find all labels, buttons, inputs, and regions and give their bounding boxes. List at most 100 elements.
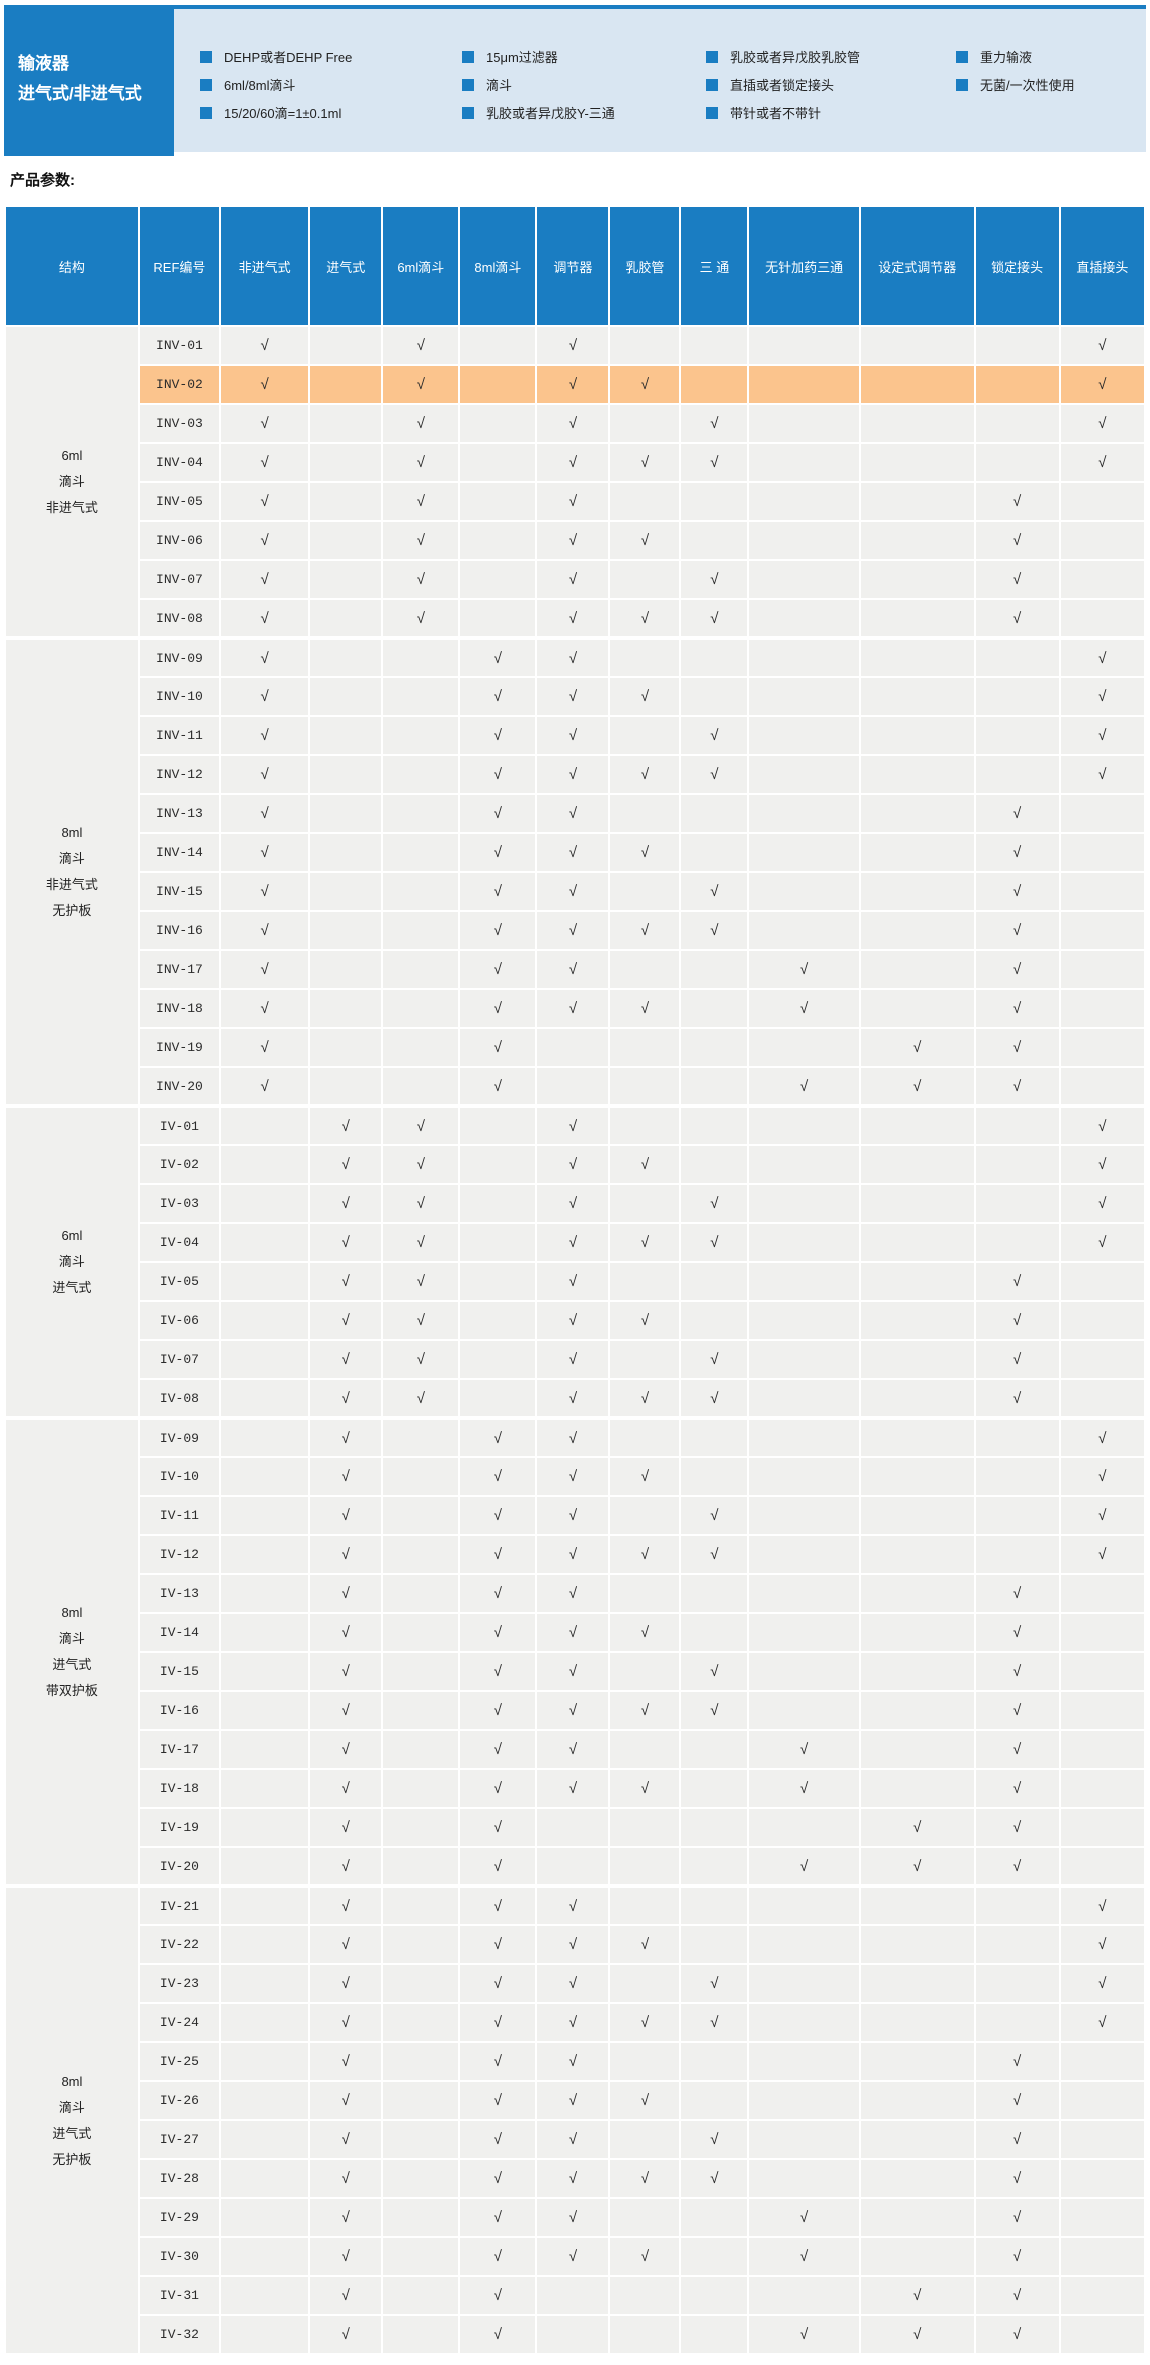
check-mark-cell: √ xyxy=(973,1027,1061,1068)
table-row-inv-15[interactable]: INV-15 √ √ √ √ √ xyxy=(5,871,1147,912)
table-row-inv-19[interactable]: INV-19 √ √ √ √ xyxy=(5,1027,1147,1068)
empty-cell xyxy=(679,2080,750,2121)
table-row-inv-18[interactable]: INV-18 √ √ √ √ √ √ xyxy=(5,988,1147,1029)
check-mark-cell: √ xyxy=(308,1495,384,1536)
structure-line: 无护板 xyxy=(52,2151,92,2167)
table-row-inv-05[interactable]: INV-05 √ √ √ √ xyxy=(5,481,1147,522)
table-row-iv-19[interactable]: IV-19 √ √ √ √ xyxy=(5,1807,1147,1848)
table-row-iv-28[interactable]: IV-28 √ √ √ √ √ √ xyxy=(5,2158,1147,2199)
table-row-iv-20[interactable]: IV-20 √ √ √ √ √ xyxy=(5,1846,1147,1887)
table-row-iv-16[interactable]: IV-16 √ √ √ √ √ √ xyxy=(5,1690,1147,1731)
ref-code-cell: IV-26 xyxy=(137,2080,222,2121)
table-row-iv-27[interactable]: IV-27 √ √ √ √ √ xyxy=(5,2119,1147,2160)
check-mark-cell: √ xyxy=(747,988,861,1029)
table-row-iv-14[interactable]: IV-14 √ √ √ √ √ xyxy=(5,1612,1147,1653)
table-row-inv-20[interactable]: INV-20 √ √ √ √ √ xyxy=(5,1066,1147,1107)
table-row-iv-09[interactable]: 8ml 滴斗 进气式 带双护板 IV-09 √ √ √ √ xyxy=(4,1416,1147,1887)
check-mark-cell: √ xyxy=(973,1846,1061,1887)
table-row-iv-02[interactable]: IV-02 √ √ √ √ √ xyxy=(5,1144,1147,1185)
table-row-iv-25[interactable]: IV-25 √ √ √ √ xyxy=(5,2041,1147,2082)
empty-cell xyxy=(858,754,976,795)
check-mark-cell: √ xyxy=(308,2041,384,2082)
table-row-iv-23[interactable]: IV-23 √ √ √ √ √ xyxy=(5,1963,1147,2004)
table-row-iv-21[interactable]: 8ml 滴斗 进气式 无护板 IV-21 √ √ √ √ xyxy=(4,1884,1147,2355)
check-mark-cell: √ xyxy=(535,2197,611,2238)
bullet-column-4: 重力输液 无菌/一次性使用 xyxy=(956,47,1075,152)
table-row-iv-08[interactable]: IV-08 √ √ √ √ √ √ xyxy=(5,1378,1147,1419)
ref-code-cell: INV-01 xyxy=(137,325,222,366)
column-header: REF编号 xyxy=(137,205,222,327)
table-row-iv-10[interactable]: IV-10 √ √ √ √ √ xyxy=(5,1456,1147,1497)
table-row-iv-01[interactable]: 6ml 滴斗 进气式 IV-01 √ √ √ √ xyxy=(4,1104,1147,1419)
empty-cell xyxy=(747,871,861,912)
table-row-inv-01[interactable]: 6ml 滴斗 非进气式 INV-01 √ √ √ √ xyxy=(4,325,1147,639)
table-row-iv-26[interactable]: IV-26 √ √ √ √ √ xyxy=(5,2080,1147,2121)
table-row-iv-18[interactable]: IV-18 √ √ √ √ √ √ xyxy=(5,1768,1147,1809)
table-row-inv-12[interactable]: INV-12 √ √ √ √ √ √ xyxy=(5,754,1147,795)
table-row-inv-09[interactable]: 8ml 滴斗 非进气式 无护板 INV-09 √ √ √ √ xyxy=(4,636,1147,1107)
empty-cell xyxy=(747,2119,861,2160)
empty-cell xyxy=(381,2275,461,2316)
table-row-iv-11[interactable]: IV-11 √ √ √ √ √ xyxy=(5,1495,1147,1536)
bullet-square-icon xyxy=(956,50,968,63)
table-row-inv-07[interactable]: INV-07 √ √ √ √ √ xyxy=(5,559,1147,600)
check-mark-cell: √ xyxy=(679,2119,750,2160)
check-mark-cell: √ xyxy=(608,1768,682,1809)
empty-cell xyxy=(679,1729,750,1770)
table-row-iv-30[interactable]: IV-30 √ √ √ √ √ √ xyxy=(5,2236,1147,2277)
empty-cell xyxy=(218,1768,311,1809)
table-row-inv-11[interactable]: INV-11 √ √ √ √ √ xyxy=(5,715,1147,756)
check-mark-cell: √ xyxy=(381,1339,461,1380)
empty-cell xyxy=(218,2080,311,2121)
check-mark-cell: √ xyxy=(608,1222,682,1263)
empty-cell xyxy=(747,676,861,717)
table-row-iv-24[interactable]: IV-24 √ √ √ √ √ √ xyxy=(5,2002,1147,2043)
empty-cell xyxy=(608,636,682,678)
table-row-iv-31[interactable]: IV-31 √ √ √ √ xyxy=(5,2275,1147,2316)
empty-cell xyxy=(1058,1612,1147,1653)
table-row-inv-16[interactable]: INV-16 √ √ √ √ √ √ xyxy=(5,910,1147,951)
check-mark-cell: √ xyxy=(973,1300,1061,1341)
bullet-item: DEHP或者DEHP Free xyxy=(200,47,462,66)
empty-cell xyxy=(608,1651,682,1692)
column-header: 直插接头 xyxy=(1058,205,1147,327)
table-row-iv-15[interactable]: IV-15 √ √ √ √ √ xyxy=(5,1651,1147,1692)
table-row-inv-04[interactable]: INV-04 √ √ √ √ √ √ xyxy=(5,442,1147,483)
bullet-column-3: 乳胶或者异戊胶乳胶管 直插或者锁定接头 带针或者不带针 xyxy=(706,47,956,152)
table-row-inv-08[interactable]: INV-08 √ √ √ √ √ √ xyxy=(5,598,1147,639)
table-row-inv-10[interactable]: INV-10 √ √ √ √ √ xyxy=(5,676,1147,717)
table-row-inv-14[interactable]: INV-14 √ √ √ √ √ xyxy=(5,832,1147,873)
table-row-iv-04[interactable]: IV-04 √ √ √ √ √ √ xyxy=(5,1222,1147,1263)
table-row-iv-32[interactable]: IV-32 √ √ √ √ √ xyxy=(5,2314,1147,2355)
ref-code-cell: INV-08 xyxy=(137,598,222,639)
check-mark-cell: √ xyxy=(308,2236,384,2277)
empty-cell xyxy=(1058,1768,1147,1809)
table-row-iv-22[interactable]: IV-22 √ √ √ √ √ xyxy=(5,1924,1147,1965)
table-row-inv-02[interactable]: INV-02 √ √ √ √ √ xyxy=(5,364,1147,405)
bullet-label: 直插或者锁定接头 xyxy=(730,78,835,93)
empty-cell xyxy=(308,481,384,522)
check-mark-cell: √ xyxy=(458,1027,538,1068)
table-row-inv-17[interactable]: INV-17 √ √ √ √ √ xyxy=(5,949,1147,990)
table-row-iv-07[interactable]: IV-07 √ √ √ √ √ xyxy=(5,1339,1147,1380)
check-mark-cell: √ xyxy=(535,1222,611,1263)
table-row-iv-17[interactable]: IV-17 √ √ √ √ √ xyxy=(5,1729,1147,1770)
empty-cell xyxy=(608,2197,682,2238)
check-mark-cell: √ xyxy=(858,1846,976,1887)
table-row-iv-12[interactable]: IV-12 √ √ √ √ √ √ xyxy=(5,1534,1147,1575)
table-row-iv-06[interactable]: IV-06 √ √ √ √ √ xyxy=(5,1300,1147,1341)
check-mark-cell: √ xyxy=(608,676,682,717)
table-row-inv-13[interactable]: INV-13 √ √ √ √ xyxy=(5,793,1147,834)
check-mark-cell: √ xyxy=(308,1104,384,1146)
table-row-iv-13[interactable]: IV-13 √ √ √ √ xyxy=(5,1573,1147,1614)
check-mark-cell: √ xyxy=(679,2158,750,2199)
table-row-inv-03[interactable]: INV-03 √ √ √ √ √ xyxy=(5,403,1147,444)
table-row-iv-05[interactable]: IV-05 √ √ √ √ xyxy=(5,1261,1147,1302)
table-row-inv-06[interactable]: INV-06 √ √ √ √ √ xyxy=(5,520,1147,561)
check-mark-cell: √ xyxy=(458,754,538,795)
check-mark-cell: √ xyxy=(1058,1884,1147,1926)
empty-cell xyxy=(858,1416,976,1458)
table-row-iv-29[interactable]: IV-29 √ √ √ √ √ xyxy=(5,2197,1147,2238)
ref-code-cell: IV-28 xyxy=(137,2158,222,2199)
table-row-iv-03[interactable]: IV-03 √ √ √ √ √ xyxy=(5,1183,1147,1224)
